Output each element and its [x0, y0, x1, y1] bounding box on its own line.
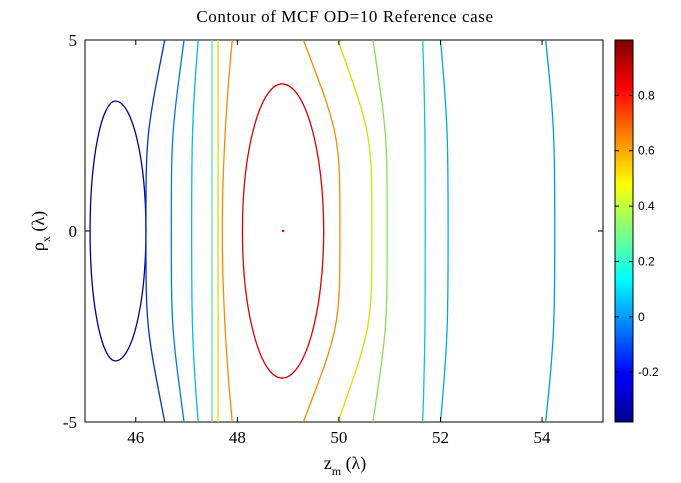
- x-axis-label: zm (λ): [324, 453, 367, 478]
- contour-line: [544, 40, 556, 422]
- x-axis-label-main: z: [324, 453, 332, 473]
- colorbar-tick-label: 0.4: [638, 199, 655, 213]
- colorbar-tick-label: 0.2: [638, 254, 655, 268]
- y-tick-label: 0: [69, 222, 78, 241]
- x-axis-label-unit: (λ): [341, 453, 366, 474]
- contour-line: [221, 40, 341, 422]
- y-axis-label-main: ρ: [28, 242, 48, 251]
- contour-line: [422, 40, 426, 422]
- contour-line: [190, 40, 199, 422]
- plot-frame: [84, 39, 604, 423]
- y-tick-label: -5: [63, 413, 77, 432]
- y-axis-ticks: -5 0 5: [63, 31, 603, 432]
- x-tick-label: 46: [127, 428, 144, 447]
- colorbar-tick-label: 0: [638, 310, 645, 324]
- y-axis-label-sub: x: [39, 236, 53, 242]
- contour-line: [337, 40, 373, 422]
- contour-line: [145, 40, 166, 422]
- colorbar-ticks: -0.2 0 0.2 0.4 0.6 0.8: [615, 88, 659, 379]
- contour-line: [241, 83, 325, 379]
- chart-title: Contour of MCF OD=10 Reference case: [196, 7, 493, 26]
- x-tick-label: 54: [534, 428, 552, 447]
- contour-line: [439, 40, 449, 422]
- contour-line: [372, 40, 388, 422]
- colorbar-tick-label: 0.8: [638, 88, 655, 102]
- x-tick-label: 52: [432, 428, 449, 447]
- contour-line: [89, 100, 147, 362]
- y-axis-label: ρx (λ): [28, 211, 53, 251]
- peak-marker: [281, 229, 285, 233]
- x-tick-label: 50: [330, 428, 347, 447]
- colorbar-tick-label: -0.2: [638, 365, 659, 379]
- x-axis-ticks: 46 48 50 52 54: [127, 40, 551, 447]
- contour-lines: [89, 40, 556, 422]
- x-tick-label: 48: [229, 428, 246, 447]
- colorbar-tick-label: 0.6: [638, 144, 655, 158]
- colorbar: [614, 39, 634, 423]
- y-axis-label-unit: (λ): [28, 211, 49, 236]
- x-axis-label-sub: m: [332, 464, 342, 478]
- contour-line: [170, 40, 185, 422]
- y-tick-label: 5: [69, 31, 78, 50]
